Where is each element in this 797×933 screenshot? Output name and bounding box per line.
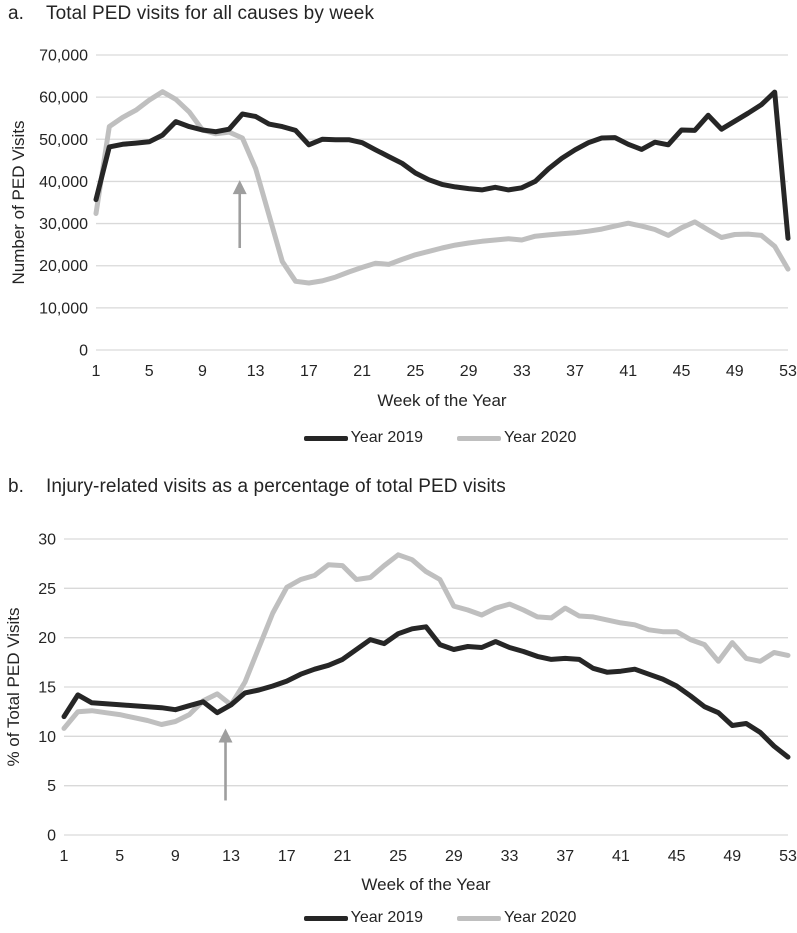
x-tick-label: 41: [619, 363, 637, 380]
x-tick-label: 1: [60, 848, 69, 865]
x-tick-label: 13: [247, 363, 265, 380]
y-tick-label: 40,000: [39, 174, 88, 191]
legend-label: Year 2020: [504, 909, 577, 926]
legend-label: Year 2019: [350, 909, 423, 926]
x-tick-label: 33: [513, 363, 531, 380]
y-tick-label: 0: [47, 828, 56, 845]
series-line-year-2019: [93, 89, 791, 241]
series-line-year-2020: [61, 552, 791, 731]
series-line-year-2019: [61, 624, 791, 760]
annotation-arrow-head: [218, 728, 233, 743]
legend-label: Year 2020: [504, 429, 577, 446]
legend-item-year-2020: Year 2020: [457, 429, 576, 447]
legend-label: Year 2019: [350, 429, 423, 446]
legend-a: Year 2019 Year 2020: [90, 429, 790, 447]
panel-b-title-text: Injury-related visits as a percentage of…: [46, 476, 506, 497]
x-tick-label: 25: [389, 848, 407, 865]
y-tick-label: 25: [38, 581, 56, 598]
x-tick-label: 49: [726, 363, 744, 380]
series-line-year-2020: [93, 89, 791, 286]
x-tick-label: 25: [406, 363, 424, 380]
legend-b: Year 2019 Year 2020: [90, 909, 790, 927]
x-tick-label: 53: [779, 363, 797, 380]
legend-item-year-2019: Year 2019: [303, 909, 423, 927]
x-tick-label: 5: [115, 848, 124, 865]
panel-a-title: a. Total PED visits for all causes by we…: [8, 3, 374, 25]
y-axis-title: % of Total PED Visits: [4, 607, 23, 766]
legend-swatch: [303, 915, 348, 921]
x-tick-label: 17: [300, 363, 318, 380]
panel-a-title-text: Total PED visits for all causes by week: [46, 3, 375, 24]
x-tick-label: 21: [353, 363, 371, 380]
x-tick-label: 37: [556, 848, 574, 865]
x-tick-label: 17: [278, 848, 296, 865]
legend-swatch: [303, 435, 348, 441]
x-tick-label: 29: [460, 363, 478, 380]
y-tick-label: 70,000: [39, 48, 88, 65]
legend-item-year-2020: Year 2020: [457, 909, 576, 927]
x-tick-label: 13: [222, 848, 240, 865]
chart-a-canvas: 0 10,000 20,000 30,000 40,000 50,000 60,000 70,…: [9, 48, 797, 411]
x-tick-label: 45: [673, 363, 691, 380]
x-tick-label: 5: [145, 363, 154, 380]
x-tick-label: 29: [445, 848, 463, 865]
y-axis-title: Number of PED Visits: [9, 120, 28, 284]
legend-swatch: [457, 435, 501, 441]
x-axis-title: Week of the Year: [377, 391, 507, 410]
y-tick-label: 50,000: [39, 132, 88, 149]
x-tick-label: 1: [92, 363, 101, 380]
annotation-arrow-head: [232, 180, 247, 195]
panel-b-title: b. Injury-related visits as a percentage…: [8, 476, 506, 498]
y-tick-label: 10: [38, 729, 56, 746]
x-tick-label: 21: [334, 848, 352, 865]
y-tick-label: 0: [79, 343, 88, 360]
y-tick-label: 30,000: [39, 216, 88, 233]
y-tick-label: 5: [47, 778, 56, 795]
panel-a-label: a.: [8, 3, 25, 24]
x-tick-label: 41: [612, 848, 630, 865]
x-tick-label: 33: [501, 848, 519, 865]
x-tick-label: 9: [198, 363, 207, 380]
panel-b-label: b.: [8, 476, 25, 497]
x-tick-label: 53: [779, 848, 797, 865]
x-tick-label: 9: [171, 848, 180, 865]
x-tick-label: 49: [723, 848, 741, 865]
y-tick-label: 10,000: [39, 300, 88, 317]
y-tick-label: 30: [38, 532, 56, 549]
x-tick-label: 37: [566, 363, 584, 380]
x-tick-label: 45: [668, 848, 686, 865]
legend-item-year-2019: Year 2019: [303, 429, 423, 447]
x-axis-title: Week of the Year: [361, 875, 491, 894]
y-tick-label: 60,000: [39, 90, 88, 107]
y-tick-label: 20,000: [39, 258, 88, 275]
y-tick-label: 20: [38, 630, 56, 647]
legend-swatch: [457, 915, 501, 921]
y-tick-label: 15: [38, 680, 56, 697]
